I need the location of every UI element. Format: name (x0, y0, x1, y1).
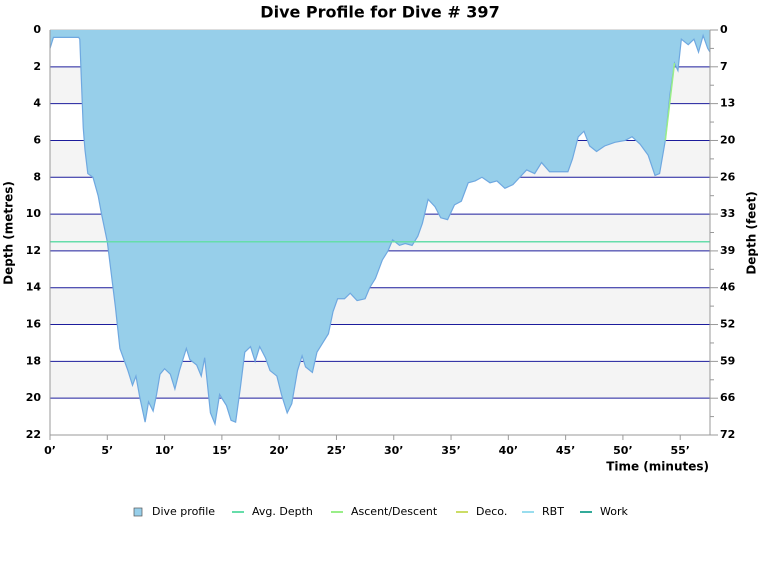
legend-label: Dive profile (152, 505, 215, 518)
chart-title: Dive Profile for Dive # 397 (260, 3, 499, 22)
y2-tick-label: 59 (720, 354, 735, 367)
x-axis-label: Time (minutes) (606, 460, 709, 474)
x-tick-label: 15’ (212, 444, 232, 457)
y-tick-label: 20 (26, 391, 42, 404)
y-tick-label: 18 (26, 354, 41, 367)
legend-label: Work (600, 505, 628, 518)
y-tick-label: 12 (26, 244, 41, 257)
legend-label: Ascent/Descent (351, 505, 438, 518)
x-tick-label: 25’ (327, 444, 347, 457)
x-tick-label: 30’ (384, 444, 404, 457)
x-tick-label: 35’ (441, 444, 461, 457)
legend-swatch (133, 507, 143, 517)
y-tick-label: 8 (33, 170, 41, 183)
x-tick-label: 5’ (101, 444, 113, 457)
y2-tick-label: 20 (720, 133, 736, 146)
y-tick-label: 0 (33, 23, 41, 36)
y2-tick-label: 39 (720, 244, 735, 257)
y-tick-label: 10 (26, 207, 42, 220)
x-tick-label: 40’ (499, 444, 519, 457)
x-tick-label: 0’ (44, 444, 56, 457)
x-tick-label: 50’ (613, 444, 633, 457)
y-tick-label: 14 (26, 281, 42, 294)
y-tick-label: 4 (33, 97, 41, 110)
x-tick-label: 10’ (155, 444, 175, 457)
y-axis-label: Depth (metres) (2, 181, 16, 285)
y2-tick-label: 52 (720, 318, 735, 331)
legend-label: Deco. (476, 505, 507, 518)
y2-tick-label: 13 (720, 97, 735, 110)
y2-tick-label: 46 (720, 281, 736, 294)
legend-label: RBT (542, 505, 564, 518)
x-tick-label: 45’ (556, 444, 576, 457)
y2-tick-label: 66 (720, 391, 736, 404)
area-fill (50, 30, 710, 424)
x-tick-label: 20’ (269, 444, 289, 457)
y-tick-label: 6 (33, 133, 41, 146)
area-edge (49, 33, 711, 427)
series-line (664, 63, 676, 141)
y-tick-label: 2 (33, 60, 41, 73)
y2-tick-label: 0 (720, 23, 728, 36)
x-tick-label: 55’ (670, 444, 690, 457)
y2-axis-label: Depth (feet) (745, 191, 759, 274)
y2-tick-label: 33 (720, 207, 735, 220)
y2-tick-label: 7 (720, 60, 728, 73)
y-tick-label: 22 (26, 428, 41, 441)
y2-tick-label: 26 (720, 170, 736, 183)
y-tick-label: 16 (26, 318, 42, 331)
legend-label: Avg. Depth (252, 505, 313, 518)
y2-tick-label: 72 (720, 428, 735, 441)
